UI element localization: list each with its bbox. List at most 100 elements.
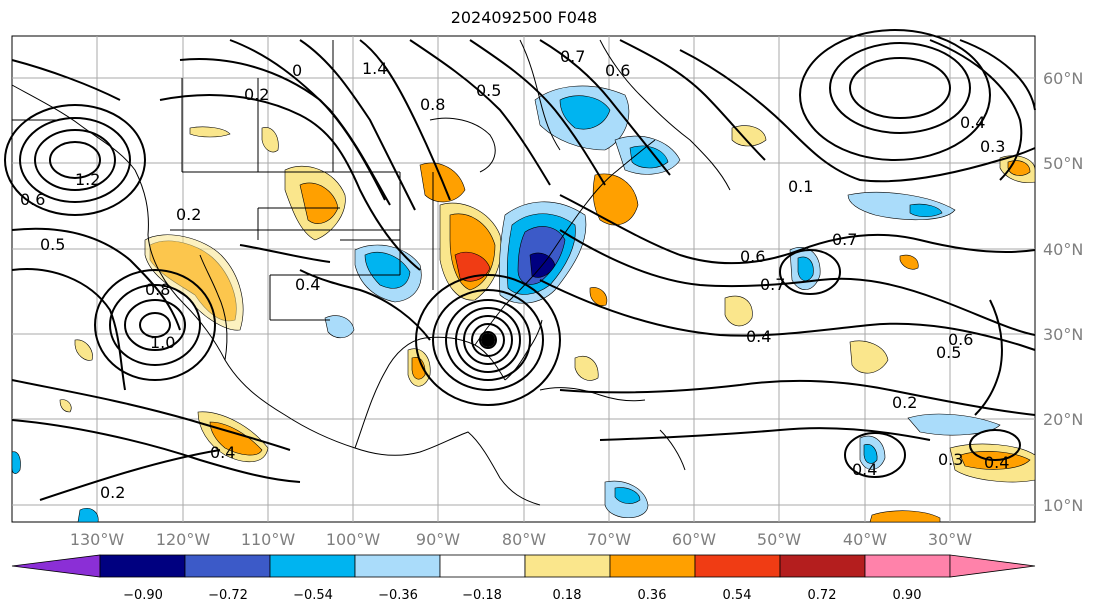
contour-labels: 1.4 0.2 0 0.5 0.7 0.6 1.2 0.2 0.5 0.6 0.… <box>20 47 1009 502</box>
latitude-labels: 60°N 50°N 40°N 30°N 20°N 10°N <box>1043 69 1083 515</box>
colorbar-tick: 0.90 <box>893 588 922 603</box>
hurricane-center <box>481 333 495 347</box>
lon-label: 40°W <box>843 530 887 549</box>
anomaly-canada-negative-core <box>559 95 611 130</box>
colorbar-tick: 0.18 <box>553 588 582 603</box>
colorbar-tick: −0.54 <box>293 588 333 603</box>
colorbar-segment <box>864 554 951 578</box>
anomaly-prairie-positive <box>189 126 231 138</box>
colorbar-segment <box>694 554 781 578</box>
contour-label: 0.2 <box>244 85 269 104</box>
lon-label: 60°W <box>672 530 716 549</box>
contour-label: 0.6 <box>605 61 630 80</box>
colorbar-tick: 0.72 <box>808 588 837 603</box>
map-title: 2024092500 F048 <box>450 8 598 27</box>
contour-label: 0.4 <box>984 453 1009 472</box>
contour-label: 0.5 <box>476 81 501 100</box>
contour-label: 0.7 <box>560 47 585 66</box>
contour-label: 0.2 <box>176 205 201 224</box>
contour-label: 0.5 <box>40 235 65 254</box>
colorbar-tick: −0.72 <box>208 588 248 603</box>
lon-label: 70°W <box>587 530 631 549</box>
anomaly-pacific-negative-west <box>11 451 21 474</box>
lat-label: 20°N <box>1043 410 1083 429</box>
contour-label: 0.4 <box>295 275 320 294</box>
colorbar-segment <box>11 554 101 578</box>
anomaly-mississippi-positive-core <box>454 251 491 282</box>
colorbar-segment <box>609 554 696 578</box>
contour-label: 0.3 <box>980 137 1005 156</box>
lat-label: 30°N <box>1043 325 1083 344</box>
colorbar-segment <box>949 554 1036 578</box>
contour-label: 0.4 <box>852 460 877 479</box>
contour-label: 1.4 <box>362 59 387 78</box>
anomaly-bottom-positive <box>869 510 941 523</box>
anomaly-maritime-positive <box>592 173 639 226</box>
colorbar-ticks: −0.90 −0.72 −0.54 −0.36 −0.18 0.18 0.36 … <box>123 588 921 603</box>
lon-label: 50°W <box>757 530 801 549</box>
shaded-anomalies <box>11 85 1036 523</box>
colorbar-tick: −0.18 <box>462 588 502 603</box>
anomaly-pacific-negative-south <box>77 508 99 523</box>
contour-label: 0.8 <box>420 95 445 114</box>
contour-label: 0.2 <box>892 393 917 412</box>
anomaly-plains-positive-small <box>261 127 279 153</box>
lon-label: 80°W <box>502 530 546 549</box>
colorbar-tick: −0.36 <box>378 588 418 603</box>
anomaly-atlantic-negative-2-core <box>909 203 943 218</box>
anomaly-caribbean-negative-core <box>614 487 641 504</box>
lon-label: 100°W <box>326 530 381 549</box>
contour-label: 1.2 <box>75 170 100 189</box>
contour-label: 0.6 <box>20 190 45 209</box>
contour-label: 1.0 <box>150 333 175 352</box>
contour-label: 0.8 <box>145 280 170 299</box>
anomaly-atlantic-negative-1-core <box>797 256 814 281</box>
lon-label: 120°W <box>156 530 211 549</box>
anomaly-central-negative-core <box>364 252 411 289</box>
contour-label: 0.4 <box>746 327 771 346</box>
anomaly-atlantic-positive-south <box>849 340 889 374</box>
contour-label: 0.4 <box>210 443 235 462</box>
anomaly-atlantic-positive-canary <box>731 125 767 147</box>
anomaly-atlantic-positive-small <box>589 287 608 306</box>
contour-label: 0.6 <box>740 247 765 266</box>
anomaly-pacific-positive-small-2 <box>59 399 72 413</box>
colorbar <box>11 554 1036 578</box>
contour-label: 0.3 <box>938 450 963 469</box>
contour-lines <box>4 29 1036 501</box>
lat-label: 40°N <box>1043 240 1083 259</box>
colorbar-segment <box>269 554 356 578</box>
lat-label: 10°N <box>1043 496 1083 515</box>
anomaly-atlantic-negative-3 <box>907 413 1001 436</box>
lat-label: 60°N <box>1043 69 1083 88</box>
colorbar-segment <box>439 554 526 578</box>
lon-label: 130°W <box>70 530 125 549</box>
anomaly-atlantic-negative-4-core <box>863 444 878 464</box>
colorbar-segment <box>354 554 441 578</box>
anomaly-pacific-positive-small <box>74 339 93 361</box>
contour-label: 0 <box>292 61 302 80</box>
anomaly-atlantic-positive-small-2 <box>899 254 919 270</box>
lat-label: 50°N <box>1043 154 1083 173</box>
longitude-labels: 130°W 120°W 110°W 100°W 90°W 80°W 70°W 6… <box>70 530 972 549</box>
contour-label: 0.1 <box>788 177 813 196</box>
lon-label: 30°W <box>928 530 972 549</box>
contour-label: 0.7 <box>832 230 857 249</box>
contour-label: 0.7 <box>760 275 785 294</box>
lon-label: 90°W <box>416 530 460 549</box>
contour-label: 0.4 <box>960 113 985 132</box>
anomaly-atlantic-positive-mid <box>724 295 753 327</box>
contour-label: 0.2 <box>100 483 125 502</box>
anomaly-caribbean-positive <box>574 356 599 381</box>
lon-label: 110°W <box>241 530 296 549</box>
colorbar-tick: −0.90 <box>123 588 163 603</box>
colorbar-tick: 0.36 <box>638 588 667 603</box>
colorbar-segment <box>184 554 271 578</box>
anomaly-gulf-negative <box>324 315 355 339</box>
colorbar-segment <box>779 554 866 578</box>
contour-label: 0.6 <box>948 330 973 349</box>
colorbar-tick: 0.54 <box>723 588 752 603</box>
contour-label: 0.5 <box>936 343 961 362</box>
colorbar-segment <box>524 554 611 578</box>
